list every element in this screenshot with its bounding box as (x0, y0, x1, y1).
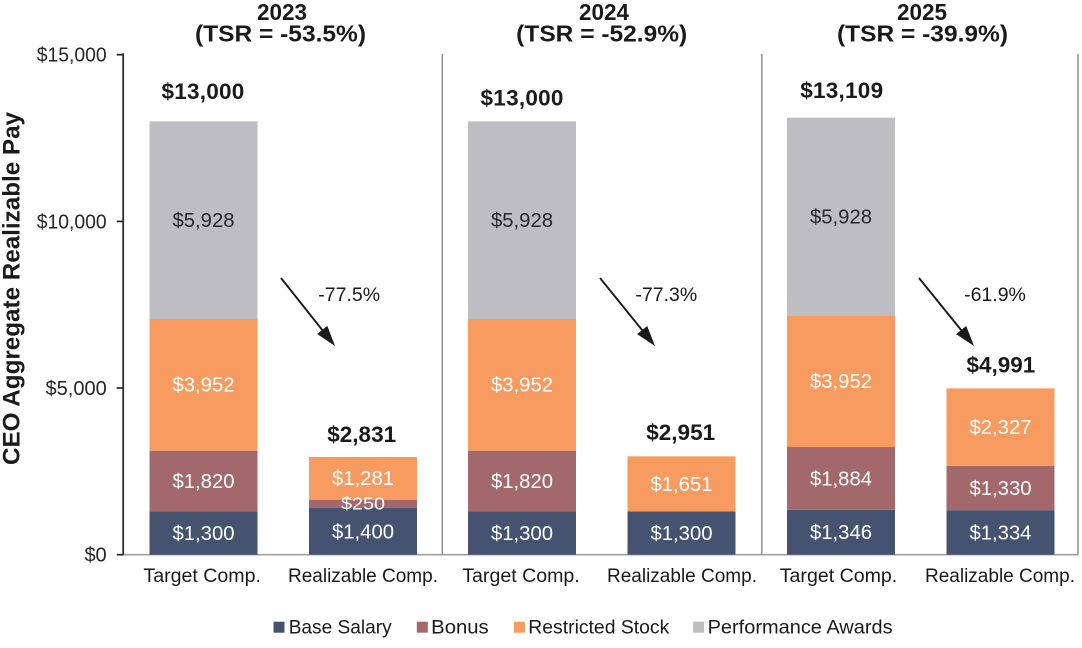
svg-text:$4,991: $4,991 (966, 352, 1035, 377)
svg-text:$5,928: $5,928 (810, 206, 872, 228)
svg-text:$13,109: $13,109 (800, 78, 883, 103)
svg-text:$250: $250 (341, 493, 385, 513)
svg-text:Performance Awards: Performance Awards (708, 616, 893, 638)
svg-text:-61.9%: -61.9% (964, 284, 1026, 306)
svg-text:$2,831: $2,831 (327, 422, 396, 447)
svg-text:Base Salary: Base Salary (289, 616, 392, 638)
svg-text:2025: 2025 (897, 0, 947, 25)
svg-text:$2,951: $2,951 (646, 420, 715, 445)
svg-text:CEO Aggregate Realizable Pay: CEO Aggregate Realizable Pay (0, 111, 25, 465)
svg-text:$10,000: $10,000 (37, 211, 107, 233)
svg-text:Realizable Comp.: Realizable Comp. (607, 566, 757, 587)
svg-text:2024: 2024 (579, 0, 629, 25)
svg-text:$1,884: $1,884 (810, 468, 872, 490)
svg-text:Realizable Comp.: Realizable Comp. (925, 566, 1075, 587)
svg-text:$3,952: $3,952 (491, 375, 553, 397)
svg-text:$1,300: $1,300 (173, 523, 235, 545)
svg-text:$1,820: $1,820 (491, 471, 553, 493)
svg-text:$1,400: $1,400 (332, 521, 394, 543)
svg-text:$1,820: $1,820 (173, 471, 235, 493)
svg-text:$1,281: $1,281 (332, 468, 394, 490)
svg-text:$0: $0 (84, 545, 106, 567)
svg-text:$15,000: $15,000 (37, 45, 107, 67)
svg-text:-77.5%: -77.5% (318, 284, 380, 306)
svg-text:2023: 2023 (257, 0, 307, 25)
svg-text:$1,346: $1,346 (810, 522, 872, 544)
svg-text:(TSR = -39.9%): (TSR = -39.9%) (837, 20, 1008, 46)
svg-text:(TSR = -53.5%): (TSR = -53.5%) (195, 20, 366, 46)
svg-text:(TSR = -52.9%): (TSR = -52.9%) (516, 20, 687, 46)
svg-text:Target Comp.: Target Comp. (462, 566, 580, 587)
svg-text:Target Comp.: Target Comp. (780, 566, 898, 587)
svg-text:$2,327: $2,327 (970, 417, 1032, 439)
svg-text:$1,330: $1,330 (970, 478, 1032, 500)
svg-text:Bonus: Bonus (431, 616, 489, 638)
svg-text:$1,651: $1,651 (651, 474, 713, 496)
svg-text:$3,952: $3,952 (173, 375, 235, 397)
svg-text:-77.3%: -77.3% (635, 284, 697, 306)
svg-text:$1,334: $1,334 (970, 522, 1032, 544)
svg-text:$13,000: $13,000 (161, 79, 244, 104)
svg-text:$13,000: $13,000 (481, 85, 564, 110)
svg-text:$1,300: $1,300 (651, 523, 713, 545)
svg-text:$5,928: $5,928 (173, 210, 235, 232)
svg-text:$3,952: $3,952 (810, 371, 872, 393)
svg-text:Target Comp.: Target Comp. (143, 566, 261, 587)
svg-text:$5,000: $5,000 (46, 378, 107, 400)
svg-text:$5,928: $5,928 (491, 210, 553, 232)
svg-text:$1,300: $1,300 (491, 523, 553, 545)
svg-text:Restricted Stock: Restricted Stock (528, 616, 669, 638)
svg-text:Realizable Comp.: Realizable Comp. (288, 566, 438, 587)
